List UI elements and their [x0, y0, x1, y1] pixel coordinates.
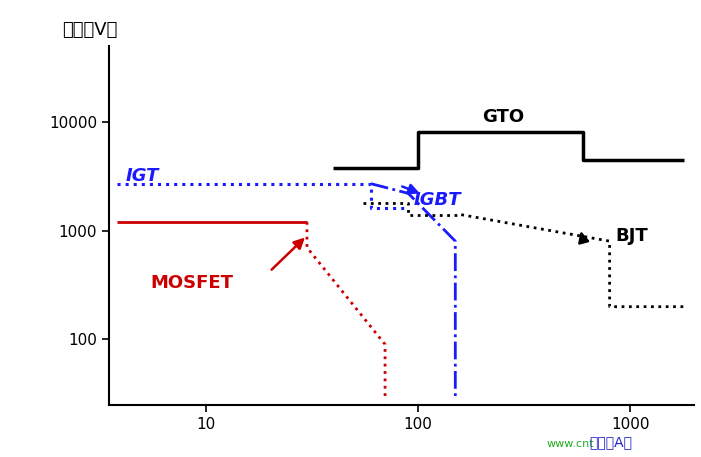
Text: 电流（A）: 电流（A） [589, 435, 632, 449]
Text: www.cnt: www.cnt [547, 439, 594, 449]
Text: IGBT: IGBT [413, 191, 461, 209]
Text: 耐压（V）: 耐压（V） [62, 21, 118, 38]
Text: IGT: IGT [125, 167, 159, 185]
Text: BJT: BJT [615, 227, 648, 244]
Text: MOSFET: MOSFET [151, 274, 233, 292]
Text: GTO: GTO [482, 108, 524, 126]
